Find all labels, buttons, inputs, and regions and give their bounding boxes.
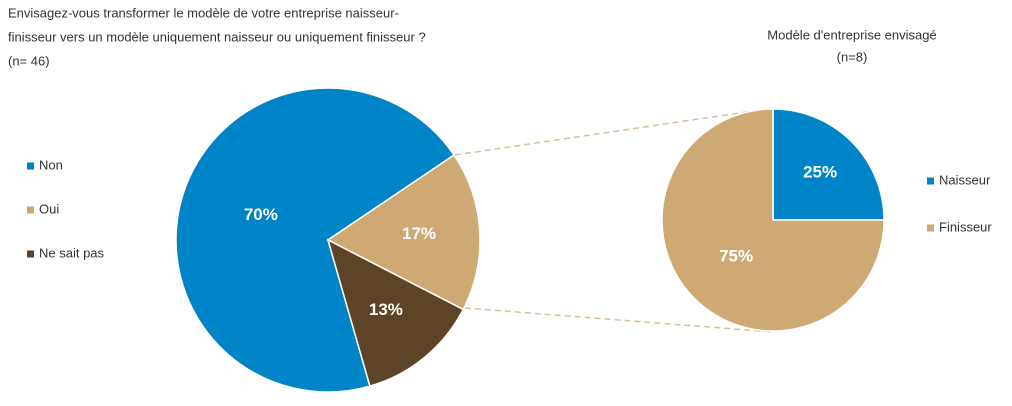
legend-label: Finisseur <box>939 219 992 234</box>
data-label: 70% <box>244 205 278 224</box>
data-label: 13% <box>369 300 403 319</box>
pie-slice <box>661 108 885 332</box>
legend-label: Non <box>39 157 63 172</box>
legend-swatch <box>27 162 34 170</box>
legend-label: Oui <box>39 201 59 216</box>
legend-swatch <box>27 250 34 258</box>
chart-subtitle: (n= 46) <box>8 53 50 68</box>
chart-title: finisseur vers un modèle uniquement nais… <box>8 29 426 44</box>
pie-slice <box>175 87 456 393</box>
legend-label: Ne sait pas <box>39 245 105 260</box>
legend-swatch <box>927 224 934 232</box>
chart-subtitle: (n=8) <box>837 49 868 64</box>
chart-title: Modèle d'entreprise envisagé <box>767 27 936 42</box>
pie-slice <box>326 238 465 388</box>
connector <box>454 107 774 156</box>
data-label: 17% <box>402 224 436 243</box>
data-label: 75% <box>719 246 753 265</box>
legend-label: Naisseur <box>939 172 991 187</box>
chart-title: Envisagez-vous transformer le modèle de … <box>8 5 399 20</box>
pie-slice <box>326 153 481 311</box>
data-label: 25% <box>803 162 837 181</box>
pie-slice <box>772 108 885 221</box>
legend-swatch <box>927 177 934 185</box>
connector <box>464 307 774 333</box>
legend-swatch <box>27 206 34 214</box>
